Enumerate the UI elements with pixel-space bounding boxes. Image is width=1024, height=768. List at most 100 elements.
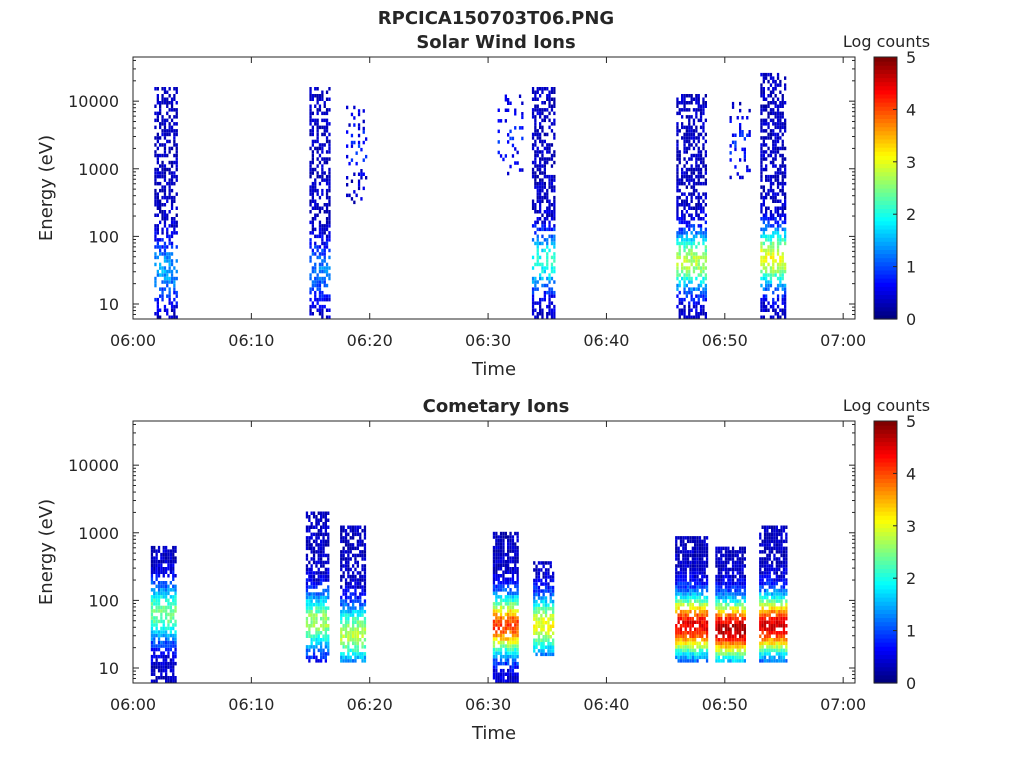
heatmap-cell (765, 280, 768, 284)
heatmap-cell (682, 616, 685, 621)
heatmap-cell (690, 238, 693, 242)
heatmap-cell (354, 553, 357, 558)
heatmap-cell (315, 620, 318, 624)
heatmap-cell (159, 287, 162, 291)
heatmap-cell (727, 557, 730, 561)
heatmap-cell (705, 645, 709, 649)
heatmap-cell (677, 645, 680, 649)
heatmap-cell (722, 560, 725, 565)
heatmap-cell (536, 136, 539, 140)
heatmap-cell (174, 651, 177, 655)
heatmap-cell (780, 560, 783, 565)
heatmap-cell (163, 164, 167, 168)
heatmap-cell (688, 136, 691, 140)
heatmap-cell (310, 606, 313, 610)
heatmap-cell (309, 276, 312, 281)
heatmap-cell (731, 613, 735, 617)
heatmap-cell (701, 606, 704, 610)
heatmap-cell (688, 220, 691, 225)
heatmap-cell (535, 571, 538, 576)
heatmap-cell (772, 297, 775, 302)
heatmap-cell (535, 599, 538, 604)
heatmap-cell (160, 581, 163, 585)
heatmap-cell (546, 276, 549, 281)
heatmap-cell (163, 153, 167, 158)
heatmap-cell (552, 642, 555, 646)
heatmap-cell (546, 304, 549, 309)
heatmap-cell (511, 143, 515, 148)
heatmap-cell (155, 559, 158, 564)
heatmap-cell (165, 633, 168, 638)
heatmap-cell (775, 536, 778, 540)
heatmap-cell (695, 301, 698, 305)
heatmap-cell (308, 595, 311, 600)
heatmap-cell (739, 634, 742, 638)
heatmap-cell (321, 164, 324, 168)
heatmap-cell (150, 668, 154, 673)
heatmap-cell (761, 652, 764, 656)
heatmap-cell (157, 676, 161, 680)
heatmap-cell (157, 588, 161, 592)
heatmap-cell (533, 596, 536, 600)
heatmap-cell (717, 578, 720, 582)
heatmap-cell (690, 245, 693, 249)
heatmap-cell (309, 174, 312, 179)
heatmap-cell (518, 94, 522, 98)
heatmap-cell (762, 122, 765, 126)
heatmap-cell (357, 123, 361, 127)
heatmap-cell (727, 631, 730, 635)
heatmap-cell (675, 550, 678, 554)
heatmap-cell (684, 567, 687, 572)
heatmap-cell (691, 557, 694, 561)
heatmap-cell (162, 626, 165, 631)
heatmap-cell (720, 638, 723, 642)
heatmap-cell (516, 644, 519, 648)
heatmap-cell (310, 613, 313, 617)
heatmap-cell (356, 620, 359, 624)
heatmap-cell (150, 549, 154, 553)
heatmap-cell (153, 637, 156, 641)
heatmap-cell (678, 248, 681, 253)
heatmap-cell (768, 553, 771, 558)
heatmap-cell (157, 633, 161, 638)
heatmap-cell (312, 645, 316, 649)
heatmap-cell (763, 532, 767, 537)
y-tick-label: 10000 (68, 92, 119, 111)
heatmap-cell (328, 150, 331, 154)
heatmap-cell (683, 192, 686, 196)
heatmap-cell (311, 111, 314, 116)
heatmap-cell (766, 609, 769, 614)
heatmap-cell (322, 613, 325, 617)
heatmap-cell (156, 111, 159, 116)
heatmap-cell (546, 132, 549, 137)
heatmap-cell (699, 206, 703, 210)
heatmap-cell (316, 283, 319, 288)
heatmap-cell (163, 185, 167, 189)
heatmap-cell (702, 290, 705, 295)
heatmap-cell (322, 602, 325, 607)
heatmap-cell (543, 181, 546, 186)
colorbar-segment (874, 57, 897, 62)
heatmap-cell (722, 581, 725, 586)
heatmap-cell (541, 297, 544, 302)
heatmap-cell (175, 122, 178, 126)
heatmap-cell (765, 234, 768, 239)
heatmap-cell (168, 241, 171, 246)
heatmap-cell (773, 553, 776, 558)
heatmap-cell (321, 297, 324, 302)
heatmap-cell (173, 129, 176, 133)
heatmap-cell (504, 612, 507, 617)
heatmap-cell (349, 557, 352, 561)
heatmap-cell (778, 634, 781, 638)
heatmap-cell (361, 634, 364, 638)
heatmap-cell (722, 620, 725, 624)
heatmap-cell (776, 150, 780, 154)
heatmap-cell (321, 280, 324, 284)
heatmap-cell (314, 245, 317, 249)
heatmap-cell (704, 195, 707, 200)
heatmap-cell (549, 617, 552, 621)
heatmap-cell (774, 122, 777, 126)
heatmap-cell (316, 248, 319, 253)
heatmap-cell (154, 245, 157, 249)
heatmap-cell (784, 192, 787, 196)
